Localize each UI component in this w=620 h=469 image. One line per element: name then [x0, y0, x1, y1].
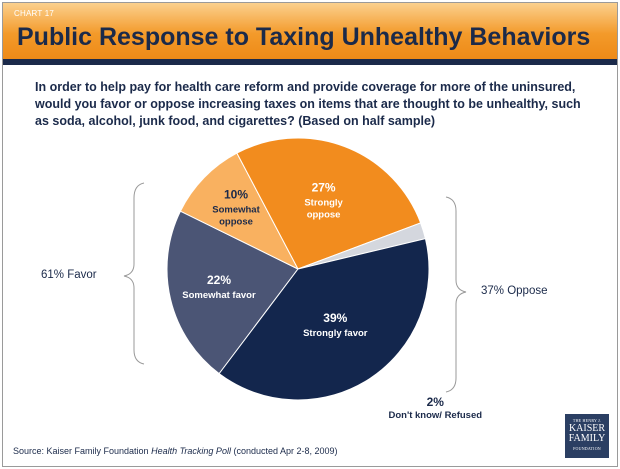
logo-line-3: FAMILY — [568, 433, 606, 444]
logo-line-1: THE HENRY J. — [572, 418, 602, 423]
pie-slice-strongly-favor — [218, 238, 430, 401]
data-label-strongly-oppose: 27% — [312, 181, 336, 195]
slice-label-somewhat-favor-0: Somewhat favor — [182, 290, 256, 301]
favor-bracket — [123, 182, 145, 365]
slice-label-strongly-oppose-1: oppose — [307, 210, 341, 221]
chart-number: CHART 17 — [14, 9, 54, 18]
header-bar: CHART 17 Public Response to Taxing Unhea… — [3, 3, 617, 59]
slice-label-somewhat-oppose-0: Somewhat — [212, 205, 260, 216]
data-label-don-t-know-refused: 2% — [427, 395, 445, 409]
source-prefix: Source: Kaiser Family Foundation — [13, 446, 152, 456]
data-label-strongly-favor: 39% — [323, 311, 347, 325]
logo-line-4: FOUNDATION — [573, 446, 601, 451]
source-suffix: (conducted Apr 2-8, 2009) — [230, 446, 338, 456]
kff-logo: THE HENRY J. KAISER FAMILY FOUNDATION — [565, 414, 609, 458]
survey-question: In order to help pay for health care ref… — [35, 80, 581, 128]
slice-label-strongly-oppose-0: Strongly — [304, 198, 343, 209]
chart-title: Public Response to Taxing Unhealthy Beha… — [17, 23, 591, 51]
header-rule — [3, 59, 617, 65]
favor-group-label: 61% Favor — [41, 269, 97, 281]
source-poll-name: Health Tracking Poll — [151, 446, 231, 456]
slice-label-don-t-know-refused-0: Don't know/ Refused — [388, 410, 482, 421]
source-note: Source: Kaiser Family Foundation Health … — [13, 446, 338, 456]
slice-label-somewhat-oppose-1: oppose — [219, 217, 253, 228]
pie-slice-strongly-oppose — [236, 137, 422, 270]
logo-line-2: KAISER — [568, 423, 606, 434]
oppose-group-label: 37% Oppose — [481, 285, 548, 297]
pie-slice-somewhat-oppose — [179, 152, 300, 271]
slice-label-strongly-favor-0: Strongly favor — [303, 328, 368, 339]
data-label-somewhat-favor: 22% — [207, 273, 231, 287]
data-label-somewhat-oppose: 10% — [224, 188, 248, 202]
pie-slice-somewhat-favor — [166, 210, 299, 375]
oppose-bracket — [445, 196, 467, 393]
